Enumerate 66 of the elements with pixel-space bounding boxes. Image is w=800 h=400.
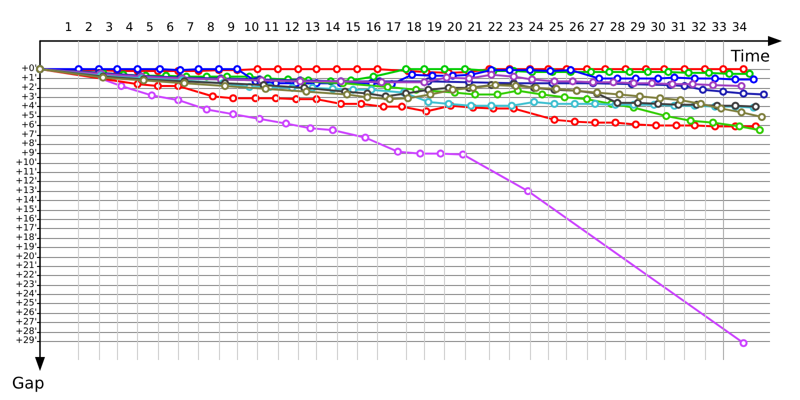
x-tick-label: 29 <box>630 20 646 34</box>
x-tick-label: 13 <box>304 20 320 34</box>
y-tick-label: +19' <box>16 242 37 252</box>
y-tick-label: +14' <box>16 196 37 206</box>
y-tick-label: +26' <box>16 308 37 318</box>
y-tick-label: +2' <box>21 82 37 93</box>
y-tick-label: +0' <box>21 64 37 74</box>
x-tick-label: 8 <box>206 20 215 34</box>
x-tick-label: 12 <box>284 20 300 34</box>
x-tick-label: 24 <box>528 20 544 34</box>
y-tick-label: +12' <box>16 176 37 187</box>
y-tick-label: +27' <box>16 317 37 328</box>
x-tick-label: 14 <box>325 20 340 34</box>
y-tick-label: +17' <box>16 224 37 234</box>
y-tick-label: +6' <box>21 120 37 130</box>
y-tick-label: +13' <box>16 186 37 196</box>
y-axis-title: Gap <box>12 374 44 392</box>
y-tick-label: +10' <box>16 158 37 168</box>
y-tick-label: +1' <box>21 74 37 84</box>
y-tick-label: +5' <box>21 111 37 122</box>
x-tick-label: 9 <box>227 20 235 34</box>
x-tick-label: 2 <box>84 20 93 34</box>
y-tick-label: +28' <box>16 326 37 337</box>
x-axis-title: Time <box>730 46 770 66</box>
y-tick-label: +24' <box>16 289 37 300</box>
x-tick-label: 32 <box>691 20 706 34</box>
x-tick-label: 31 <box>670 20 686 34</box>
x-tick-label: 27 <box>590 20 605 34</box>
x-tick-label: 16 <box>366 20 382 34</box>
y-tick-label: +7' <box>21 130 37 140</box>
x-tick-label: 17 <box>386 20 402 34</box>
x-tick-label: 6 <box>166 20 174 34</box>
y-tick-label: +3' <box>21 92 37 102</box>
x-tick-label: 26 <box>569 20 584 34</box>
y-tick-label: +11' <box>16 167 37 178</box>
x-tick-label: 15 <box>346 20 361 34</box>
x-tick-label: 21 <box>468 20 483 34</box>
y-tick-label: +20' <box>16 252 37 262</box>
x-tick-label: 33 <box>712 20 727 34</box>
x-tick-label: 4 <box>126 20 134 34</box>
y-tick-label: +22' <box>16 270 37 281</box>
x-tick-label: 22 <box>488 20 504 34</box>
y-tick-label: +15' <box>16 204 37 215</box>
x-tick-label: 23 <box>508 20 524 34</box>
x-tick-label: 10 <box>244 20 260 34</box>
y-tick-label: +8' <box>21 139 37 150</box>
x-tick-label: 25 <box>548 20 564 34</box>
y-tick-label: +18' <box>16 233 37 244</box>
y-tick-label: +4' <box>21 102 37 112</box>
y-tick-label: +21' <box>16 261 37 272</box>
x-tick-label: 7 <box>186 20 194 34</box>
x-tick-label: 20 <box>447 20 462 34</box>
x-tick-label: 34 <box>732 20 748 34</box>
x-tick-label: 3 <box>105 20 113 34</box>
y-tick-label: +29' <box>16 336 37 346</box>
x-tick-label: 18 <box>406 20 422 34</box>
y-tick-label: +16' <box>16 214 37 224</box>
x-tick-label: 19 <box>426 20 442 34</box>
y-tick-label: +9' <box>21 148 37 159</box>
x-tick-label: 5 <box>146 20 154 34</box>
x-tick-label: 11 <box>264 20 280 34</box>
x-tick-label: 28 <box>610 20 626 34</box>
x-tick-label: 1 <box>64 20 72 34</box>
y-tick-label: +23' <box>16 280 37 290</box>
x-tick-label: 30 <box>650 20 666 34</box>
y-tick-label: +25' <box>16 298 37 309</box>
